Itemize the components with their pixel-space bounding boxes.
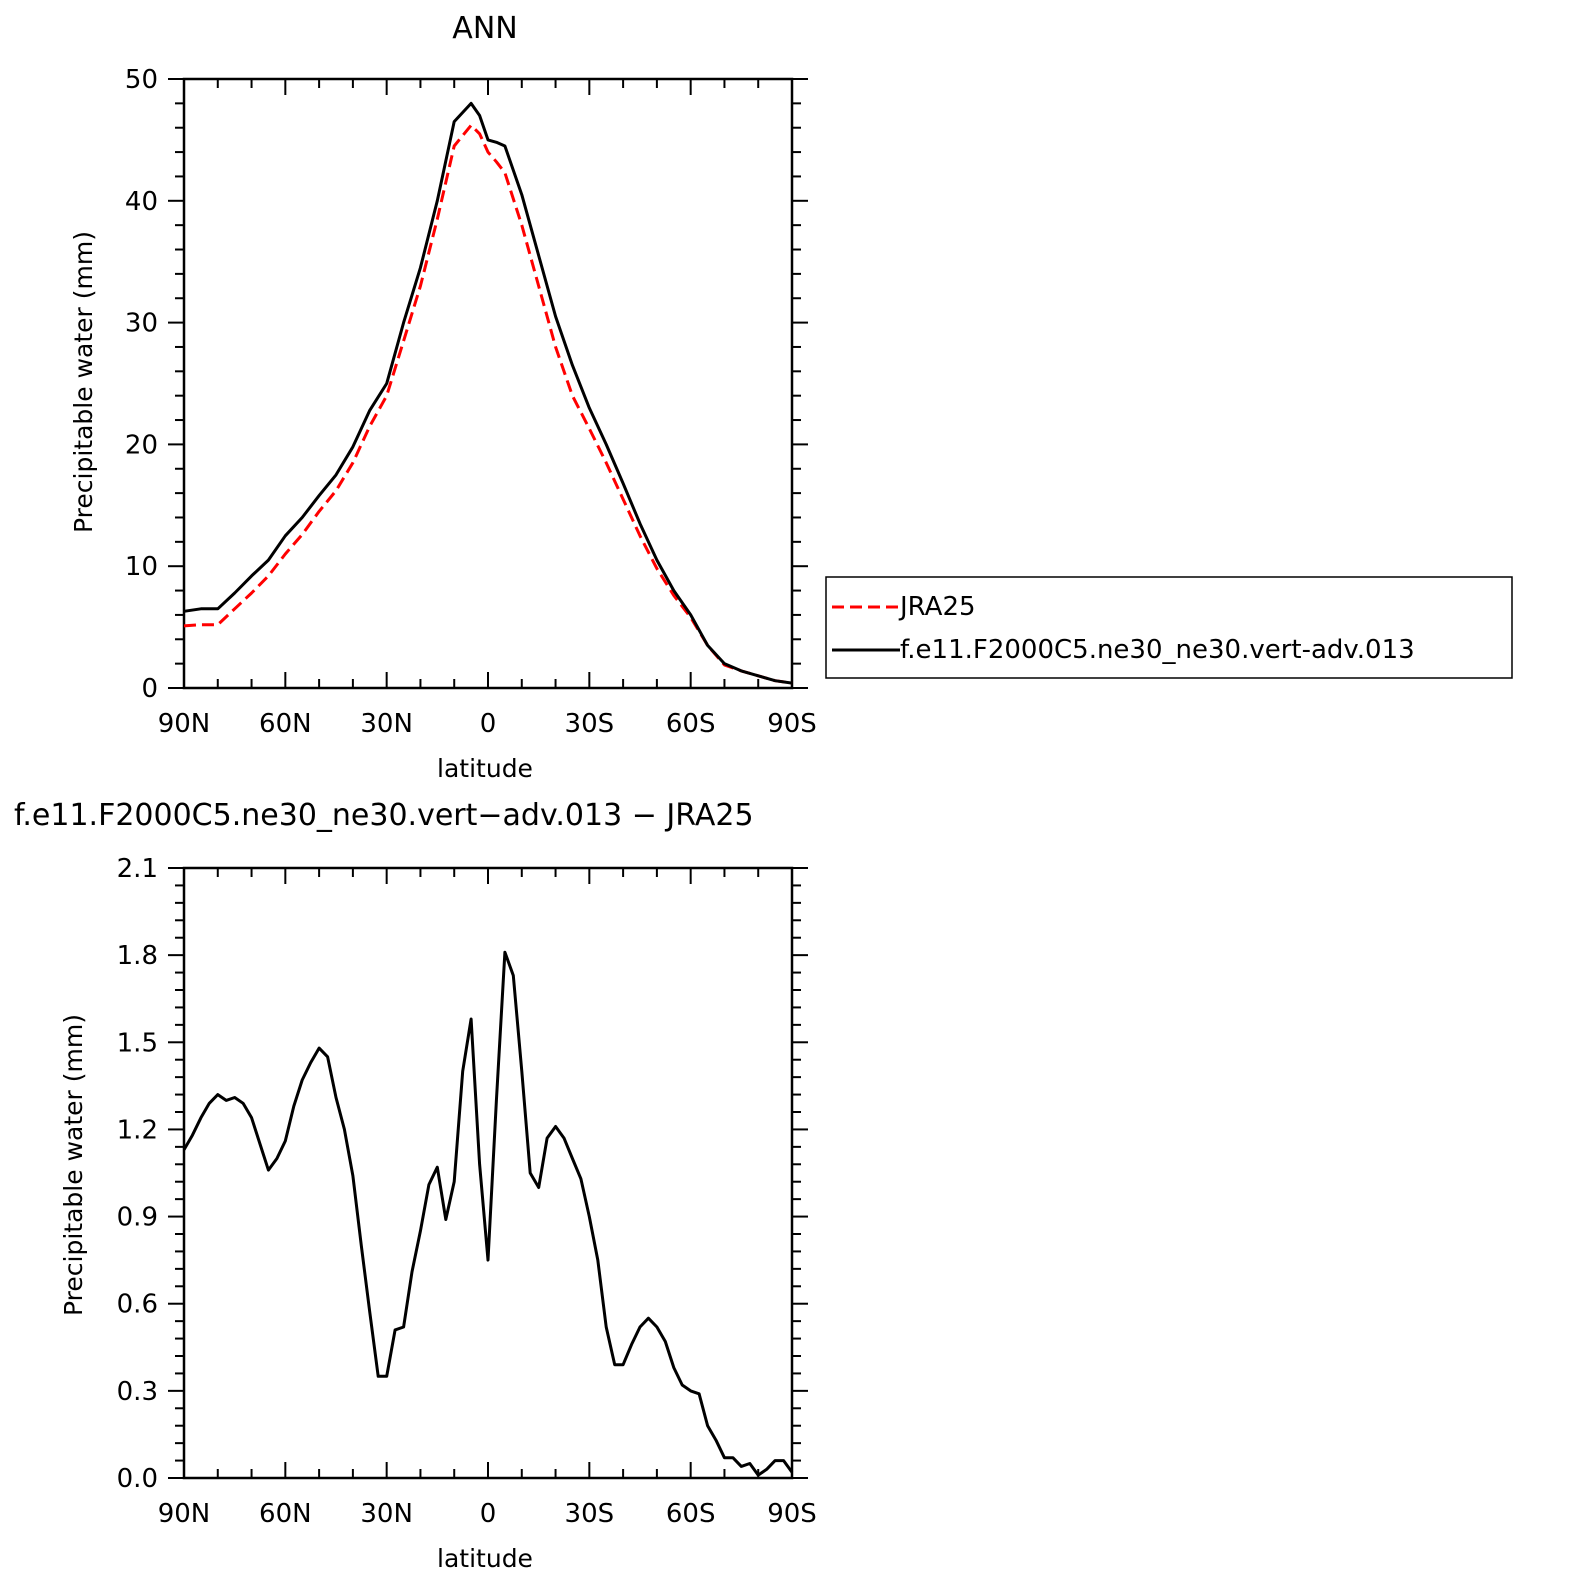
bottom-x-tick-label: 60S [666, 1499, 716, 1529]
top-x-axis-label: latitude [437, 754, 533, 783]
top-plot-area: 90N 60N 30N 0 30S 60S 90S 0 10 20 30 40 50 [125, 65, 817, 739]
top-y-tick-label: 10 [125, 552, 158, 582]
bottom-y-tick-label: 0.6 [117, 1290, 158, 1320]
top-series-line-1 [183, 101, 793, 685]
legend-item-jra25: JRA25 [832, 592, 976, 622]
bottom-x-tick-label: 90S [767, 1499, 817, 1529]
top-x-tick-label: 90S [767, 709, 817, 739]
bottom-y-tick-label: 0.9 [117, 1203, 158, 1233]
top-x-tick-label: 30S [565, 709, 615, 739]
top-x-tick-label: 60N [259, 709, 312, 739]
top-chart-title: ANN [452, 11, 517, 46]
bottom-x-tick-label: 30S [565, 1499, 615, 1529]
top-x-tick-label: 60S [666, 709, 716, 739]
top-y-axis-label: Precipitable water (mm) [69, 231, 98, 533]
bottom-chart-title: f.e11.F2000C5.ne30_ne30.vert−adv.013 − J… [14, 798, 754, 833]
bottom-x-tick-label: 90N [158, 1499, 211, 1529]
bottom-plot-frame [182, 866, 794, 1480]
bottom-y-tick-label: 0.0 [117, 1464, 158, 1494]
bottom-x-tick-label: 30N [360, 1499, 413, 1529]
bottom-y-tick-label: 1.5 [117, 1028, 158, 1058]
bottom-y-tick-label: 1.2 [117, 1115, 158, 1145]
top-y-tick-label: 40 [125, 187, 158, 217]
bottom-x-tick-label: 60N [259, 1499, 312, 1529]
top-chart: ANN 90N 60N 30N 0 30S 60S 90S 0 10 20 30 40 50 latit… [69, 11, 1513, 783]
top-y-tick-label: 0 [141, 674, 158, 704]
bottom-chart: f.e11.F2000C5.ne30_ne30.vert−adv.013 − J… [14, 798, 817, 1573]
top-plot-frame [182, 77, 794, 690]
top-y-tick-label: 30 [125, 309, 158, 339]
bottom-series-line-0 [182, 950, 794, 1477]
top-series-line-0 [183, 123, 793, 685]
top-x-tick-label: 30N [360, 709, 413, 739]
legend-item-model: f.e11.F2000C5.ne30_ne30.vert-adv.013 [832, 635, 1415, 665]
bottom-plot-area: 90N 60N 30N 0 30S 60S 90S 0.0 0.3 0.6 0.9 1.2 1.5 1.8… [117, 854, 817, 1529]
bottom-x-axis-label: latitude [437, 1544, 533, 1573]
legend-box [825, 576, 1513, 679]
bottom-y-tick-label: 2.1 [117, 854, 158, 884]
legend-label-model: f.e11.F2000C5.ne30_ne30.vert-adv.013 [900, 635, 1415, 665]
top-chart-legend: JRA25 f.e11.F2000C5.ne30_ne30.vert-adv.0… [825, 576, 1513, 679]
top-y-tick-label: 20 [125, 430, 158, 460]
bottom-y-tick-label: 1.8 [117, 941, 158, 971]
bottom-y-tick-label: 0.3 [117, 1377, 158, 1407]
bottom-x-tick-label: 0 [480, 1499, 497, 1529]
top-x-tick-label: 90N [158, 709, 211, 739]
top-x-tick-label: 0 [480, 709, 497, 739]
top-y-tick-label: 50 [125, 65, 158, 95]
legend-label-jra25: JRA25 [898, 592, 976, 622]
bottom-y-axis-label: Precipitable water (mm) [59, 1014, 88, 1316]
